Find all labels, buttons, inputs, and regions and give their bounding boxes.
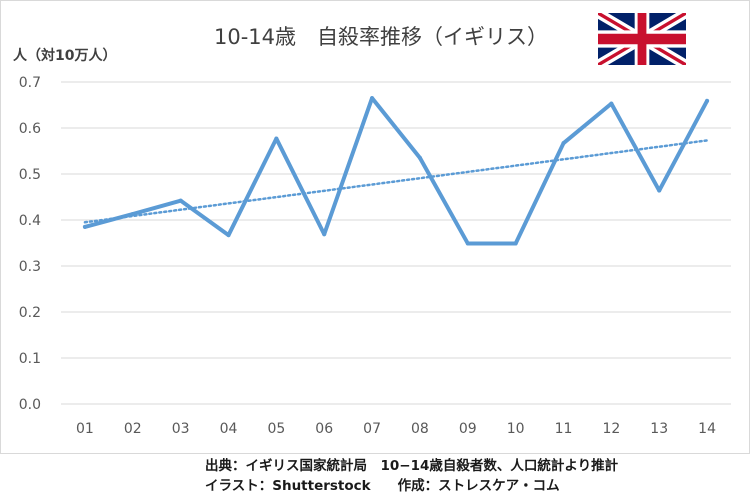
y-tick-label: 0.2 xyxy=(19,305,41,321)
illustration-credit: イラスト：Shutterstock 作成：ストレスケア・コム xyxy=(205,478,560,494)
chart-title: 10-14歳 自殺率推移（イギリス） xyxy=(213,25,549,49)
trendline-layer xyxy=(83,139,709,224)
x-tick-label: 04 xyxy=(220,421,238,437)
y-tick-label: 0.0 xyxy=(19,397,41,413)
series-line xyxy=(82,96,710,246)
x-tick-label: 08 xyxy=(411,421,429,437)
data-point xyxy=(465,241,470,246)
x-tick-label: 01 xyxy=(76,421,94,437)
x-tick-label: 03 xyxy=(172,421,190,437)
source-credit: 出典：イギリス国家統計局 10−14歳自殺者数、人口統計より推計 xyxy=(205,458,619,474)
data-point xyxy=(274,136,279,141)
grid-lines xyxy=(61,81,731,405)
x-tick-labels: 01 02 03 04 05 06 07 08 09 10 11 12 13 14 xyxy=(76,421,716,437)
data-point xyxy=(705,98,710,103)
union-jack-flag-icon xyxy=(598,13,686,65)
y-axis-unit-label: 人（対10万人） xyxy=(13,48,117,64)
y-tick-label: 0.7 xyxy=(19,75,41,91)
data-point xyxy=(417,155,422,160)
x-tick-label: 02 xyxy=(124,421,142,437)
credits: 出典：イギリス国家統計局 10−14歳自殺者数、人口統計より推計 イラスト：Shu… xyxy=(205,456,618,496)
x-tick-label: 13 xyxy=(650,421,668,437)
data-point xyxy=(370,96,375,101)
x-tick-label: 06 xyxy=(315,421,333,437)
line-chart: 0.00.10.20.30.40.50.60.7 01 02 03 04 05 06 07 0… xyxy=(19,75,731,437)
y-tick-label: 0.3 xyxy=(19,259,41,275)
y-tick-label: 0.6 xyxy=(19,121,41,137)
linear-trendline xyxy=(83,139,709,224)
x-tick-label: 07 xyxy=(363,421,381,437)
data-point xyxy=(178,198,183,203)
y-tick-label: 0.5 xyxy=(19,167,41,183)
data-point xyxy=(561,141,566,146)
x-tick-label: 14 xyxy=(698,421,716,437)
x-tick-label: 10 xyxy=(507,421,525,437)
y-tick-labels: 0.0 0.1 0.2 0.3 0.4 0.5 0.6 0.7 xyxy=(19,75,41,413)
x-tick-label: 12 xyxy=(602,421,620,437)
data-point xyxy=(322,232,327,237)
chart-frame: 0.0 0.1 0.2 0.3 0.4 0.5 0.6 0.7 01 02 03 04 05 06 07 0… xyxy=(0,0,750,454)
data-point xyxy=(609,101,614,106)
y-tick-label: 0.4 xyxy=(19,213,41,229)
data-point xyxy=(226,233,231,238)
y-tick-label: 0.1 xyxy=(19,351,41,367)
series-layer xyxy=(82,96,710,246)
x-tick-label: 05 xyxy=(267,421,285,437)
data-point xyxy=(657,188,662,193)
x-tick-label: 09 xyxy=(459,421,477,437)
x-tick-label: 11 xyxy=(555,421,573,437)
data-point xyxy=(130,212,135,217)
data-point xyxy=(82,224,87,229)
data-point xyxy=(513,241,518,246)
